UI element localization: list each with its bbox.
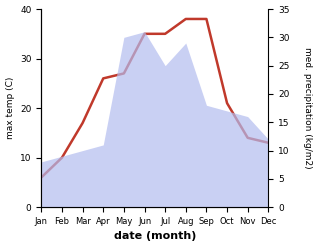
X-axis label: date (month): date (month)	[114, 231, 196, 242]
Y-axis label: max temp (C): max temp (C)	[5, 77, 15, 139]
Y-axis label: med. precipitation (kg/m2): med. precipitation (kg/m2)	[303, 47, 313, 169]
